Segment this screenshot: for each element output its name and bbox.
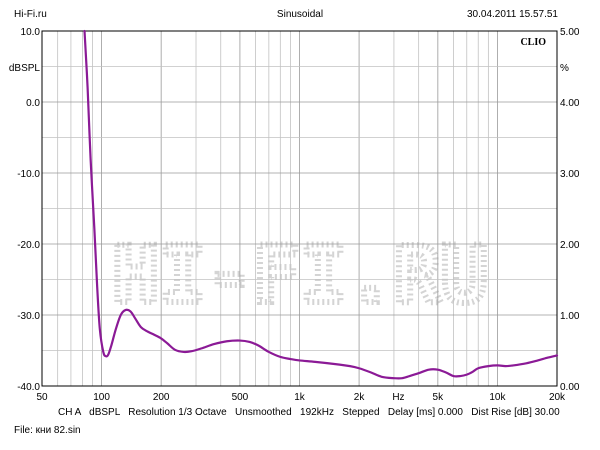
y-left-tick-label: 10.0 — [21, 27, 41, 38]
tick-label-layer: 50 100 200 500 1k 2k 5k 10k 20k Hz 10.0 0.0 -10.0 -20… — [9, 27, 580, 403]
file-name: File: кни 82.sin — [14, 425, 81, 436]
y-left-tick-label: -10.0 — [17, 169, 40, 180]
y-right-unit-label: % — [560, 63, 569, 74]
timestamp: 30.04.2011 15.57.51 — [466, 9, 558, 20]
x-tick-label: 5k — [433, 392, 445, 403]
x-tick-label: 500 — [232, 392, 249, 403]
response-curve — [83, 29, 559, 380]
channel-label: CH A — [58, 407, 81, 418]
x-tick-label: 1k — [294, 392, 306, 403]
dist-rise-label: Dist Rise [dB] 30.00 — [471, 407, 560, 418]
y-right-tick-label: 5.00 — [560, 27, 580, 38]
x-tick-label: 100 — [93, 392, 110, 403]
y-left-tick-label: -40.0 — [17, 382, 40, 393]
y-right-tick-label: 0.00 — [560, 382, 580, 393]
x-tick-label: 10k — [489, 392, 506, 403]
watermark-text: HI-FI.RU — [112, 231, 488, 321]
y-right-tick-label: 2.00 — [560, 240, 580, 251]
watermark-layer: HI-FI.RU — [109, 228, 491, 324]
measurement-settings: CH A dBSPL Resolution 1/3 Octave Unsmoot… — [58, 407, 560, 418]
x-tick-label: 50 — [36, 392, 48, 403]
grid-layer — [42, 31, 557, 386]
resolution-label: Resolution 1/3 Octave — [128, 407, 227, 418]
brand-logo: CLIO — [520, 37, 546, 48]
stepping-label: Stepped — [342, 407, 380, 418]
y-right-tick-label: 1.00 — [560, 311, 580, 322]
y-left-tick-label: 0.0 — [26, 98, 40, 109]
measurement-mode: Sinusoidal — [276, 9, 324, 20]
y-right-tick-label: 4.00 — [560, 98, 580, 109]
unit-label: dBSPL — [89, 407, 120, 418]
y-right-tick-label: 3.00 — [560, 169, 580, 180]
rate-label: 192kHz — [300, 407, 334, 418]
x-tick-label: 200 — [153, 392, 170, 403]
smoothing-label: Unsmoothed — [234, 407, 292, 418]
x-tick-label: 20k — [549, 392, 566, 403]
plot-frame — [41, 30, 558, 387]
delay-label: Delay [ms] 0.000 — [387, 407, 463, 418]
site-label: Hi-Fi.ru — [14, 9, 47, 20]
y-left-tick-label: -20.0 — [17, 240, 40, 251]
y-left-tick-label: -30.0 — [17, 311, 40, 322]
series-layer — [83, 29, 559, 380]
x-tick-label: 2k — [354, 392, 366, 403]
x-unit-label: Hz — [392, 392, 404, 403]
y-left-unit-label: dBSPL — [9, 63, 41, 74]
